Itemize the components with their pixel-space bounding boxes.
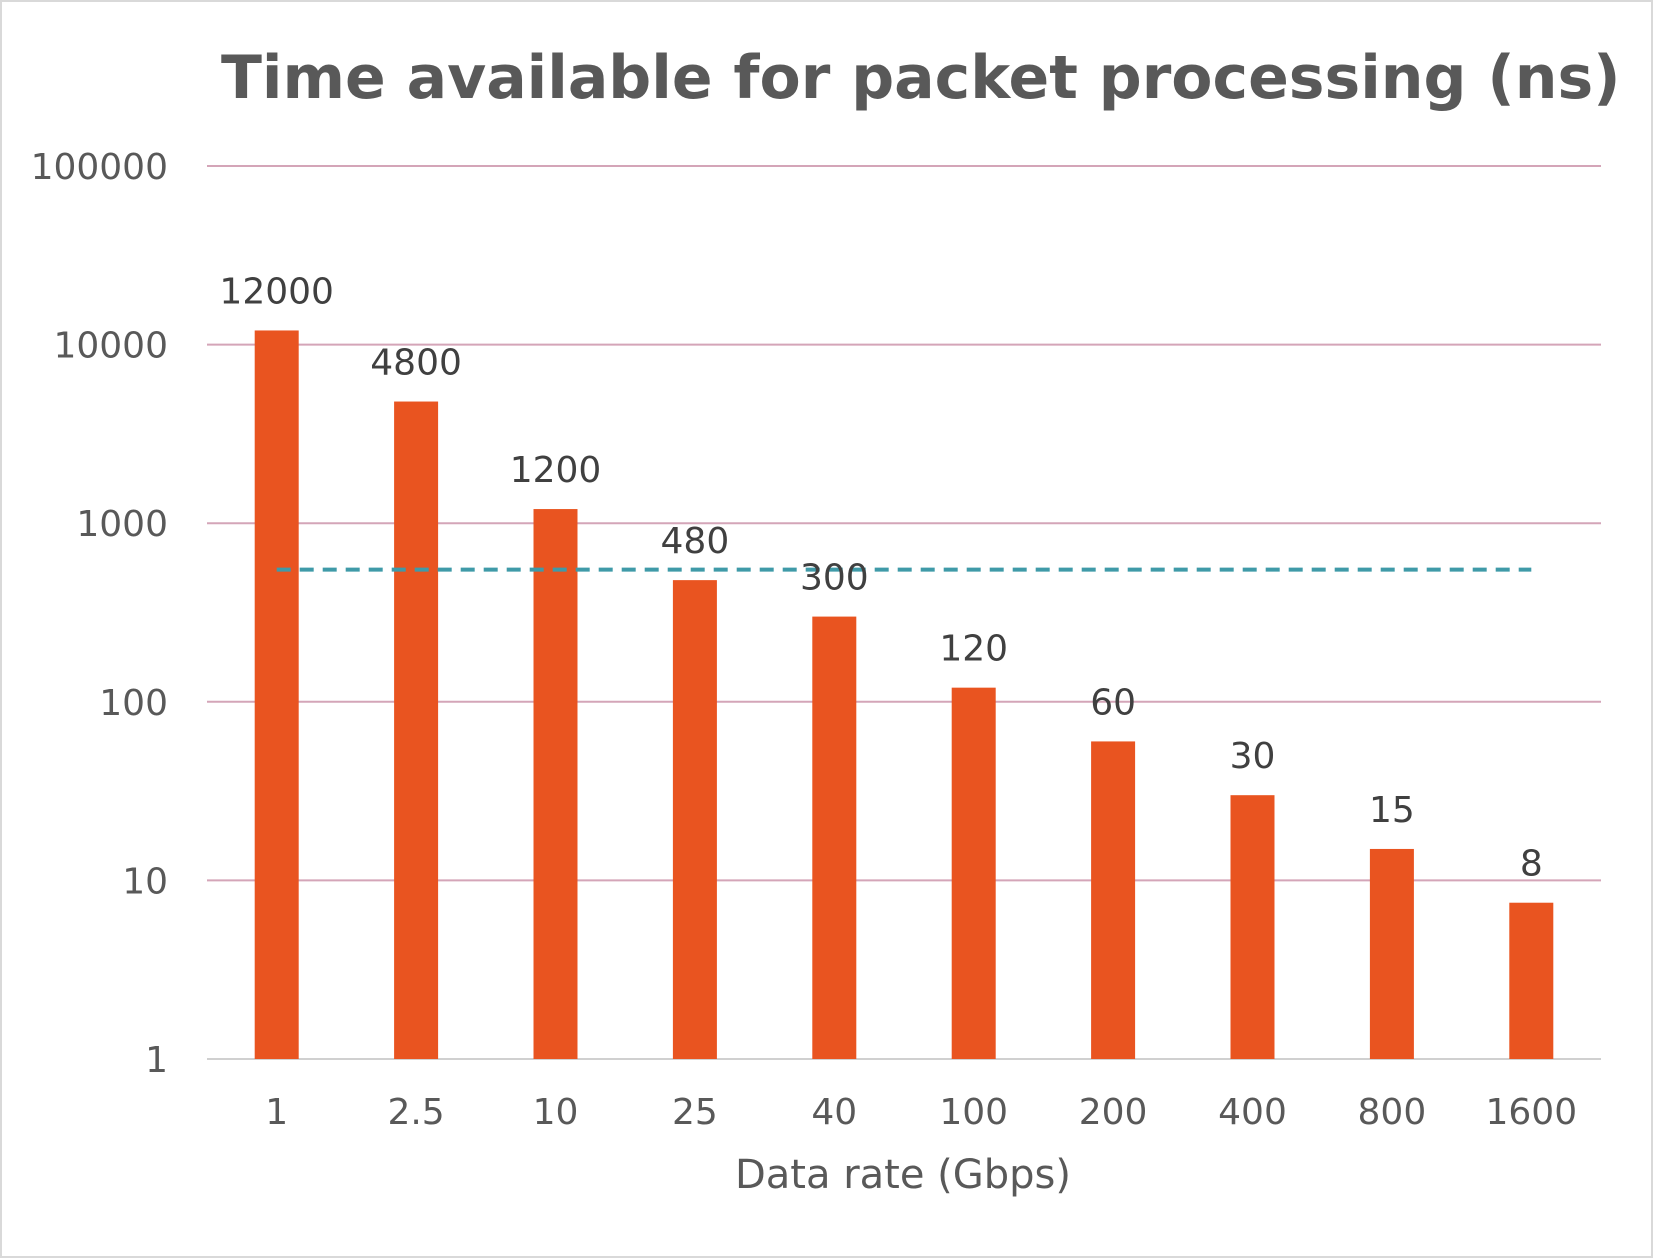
data-label: 480 [661,521,730,562]
y-tick-label: 1 [145,1040,168,1081]
data-label: 120 [939,629,1008,670]
bar [394,401,439,1060]
bar [672,580,717,1059]
x-tick-label: 1600 [1485,1092,1577,1133]
data-label: 60 [1090,682,1136,723]
bar [812,616,857,1059]
x-tick-label: 100 [939,1092,1008,1133]
data-label: 15 [1369,790,1415,831]
bar [1091,741,1136,1059]
y-tick-label: 1000 [76,504,168,545]
bar [951,687,996,1059]
data-label: 1200 [510,450,602,491]
data-label: 4800 [370,343,462,384]
bars [254,330,1554,1060]
bar [1509,902,1554,1059]
data-labels: 12000 4800 1200 480 300 120 60 30 15 8 [219,271,1542,884]
y-tick-label: 100 [99,683,168,724]
x-tick-label: 1 [265,1092,288,1133]
x-tick-label: 10 [533,1092,579,1133]
bar [1230,795,1275,1059]
x-tick-label: 400 [1218,1092,1287,1133]
gridlines [207,165,1601,1060]
y-axis-ticks: 100000 10000 1000 100 10 1 [31,147,168,1081]
data-label: 12000 [219,271,334,312]
x-tick-label: 2.5 [387,1092,444,1133]
bar [533,509,578,1059]
x-axis-ticks: 1 2.5 10 25 40 100 200 400 800 1600 [265,1092,1577,1133]
x-axis-title: Data rate (Gbps) [735,1152,1071,1198]
data-label: 8 [1520,844,1543,885]
x-tick-label: 800 [1358,1092,1427,1133]
y-tick-label: 10000 [53,326,168,367]
x-tick-label: 25 [672,1092,718,1133]
bar [254,330,299,1059]
y-tick-label: 10 [122,861,168,902]
data-label: 300 [800,558,869,599]
x-tick-label: 200 [1079,1092,1148,1133]
chart-title: Time available for packet processing (ns… [221,43,1621,113]
x-tick-label: 40 [811,1092,857,1133]
bar [1369,848,1414,1059]
data-label: 30 [1230,736,1276,777]
y-tick-label: 100000 [31,147,168,188]
